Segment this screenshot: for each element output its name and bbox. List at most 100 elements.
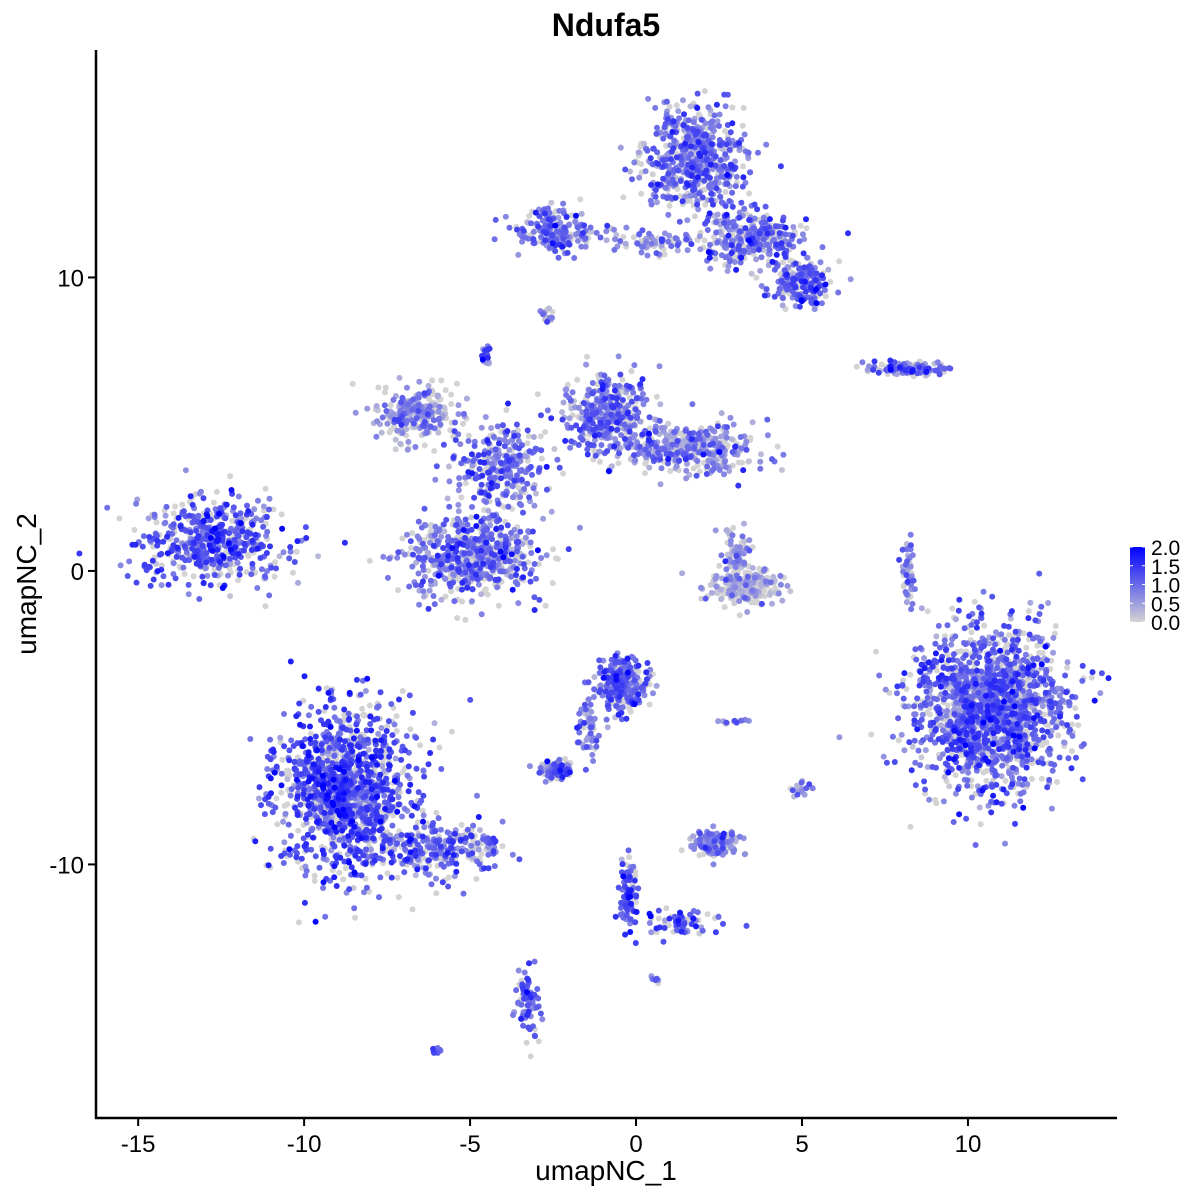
cell-point [727, 414, 734, 421]
cell-point [560, 470, 567, 477]
cell-point [495, 602, 502, 609]
cell-point [1002, 840, 1008, 847]
cell-point [981, 622, 988, 629]
cell-point [453, 380, 460, 387]
cell-point [202, 565, 209, 572]
cell-point [392, 755, 399, 762]
cell-point [527, 1053, 534, 1060]
cell-point [694, 462, 701, 469]
cell-point [819, 244, 826, 251]
cell-point [632, 868, 639, 875]
cell-point [763, 141, 770, 148]
cell-point [476, 827, 483, 833]
cell-point [993, 629, 999, 636]
cell-point [968, 794, 975, 801]
cell-point [932, 797, 939, 803]
cell-point [710, 823, 717, 830]
cell-point [133, 500, 140, 507]
cell-point [615, 353, 622, 360]
cell-point [739, 122, 746, 129]
cell-point [965, 769, 972, 776]
cell-point [407, 726, 414, 733]
cell-point [673, 102, 680, 109]
cell-point [425, 382, 432, 389]
cell-point [526, 213, 533, 219]
cell-point [716, 111, 723, 118]
cell-point [650, 690, 656, 697]
cell-point [478, 591, 485, 598]
cell-point [538, 455, 545, 462]
cell-point [387, 402, 394, 409]
cell-point [409, 530, 416, 536]
cell-point [779, 302, 786, 309]
cell-point [281, 802, 288, 809]
cell-point [374, 418, 380, 425]
cell-point [631, 362, 638, 369]
cell-point [436, 403, 443, 410]
cell-point [736, 612, 743, 619]
cell-point [198, 488, 204, 495]
cell-point [636, 174, 643, 181]
points-layer [76, 88, 1112, 1060]
cell-point [762, 578, 769, 585]
cell-point [341, 711, 348, 718]
cell-point [525, 433, 532, 440]
cell-point [663, 905, 670, 912]
cell-point [635, 149, 642, 156]
cell-point [503, 407, 510, 413]
cell-point [612, 236, 618, 243]
cell-point [708, 589, 715, 596]
cell-point [395, 794, 402, 801]
cell-point [666, 202, 673, 209]
cell-point [273, 795, 280, 802]
cell-point [696, 468, 703, 475]
cell-point [386, 429, 393, 436]
cell-point [378, 429, 385, 436]
cell-point [373, 433, 380, 440]
cell-point [382, 384, 389, 391]
cell-point [662, 230, 668, 237]
cell-point [373, 403, 380, 409]
cell-point [822, 293, 829, 300]
cell-point [442, 593, 449, 600]
cell-point [718, 552, 725, 559]
cell-point [450, 571, 457, 578]
cell-point [522, 453, 528, 460]
cell-point [817, 259, 824, 266]
cell-point [192, 491, 199, 498]
cell-point [705, 104, 712, 111]
cell-point [777, 572, 784, 579]
cell-point [560, 399, 567, 406]
cell-point [632, 872, 639, 879]
cell-point [648, 929, 655, 936]
cell-point [640, 243, 647, 250]
cell-point [162, 512, 169, 519]
cell-point [456, 481, 463, 488]
cell-point [262, 485, 269, 492]
cell-point [615, 460, 622, 467]
cell-point [235, 577, 241, 584]
cell-point [714, 211, 721, 218]
cell-point [895, 737, 902, 744]
cell-point [404, 446, 411, 453]
cell-point [569, 389, 576, 396]
cell-point [716, 562, 723, 569]
cell-point [691, 846, 698, 852]
cell-point [723, 441, 730, 448]
cell-point [642, 460, 649, 467]
cell-point [692, 213, 698, 220]
cell-point [551, 446, 558, 452]
cell-point [661, 251, 668, 258]
cell-point [878, 361, 885, 368]
cell-point [444, 495, 451, 502]
cell-point [342, 865, 349, 871]
cell-point [352, 409, 359, 416]
cell-point [918, 754, 925, 761]
cell-point [654, 199, 660, 206]
cell-point [559, 409, 565, 416]
cell-point [404, 384, 410, 391]
cell-point [390, 396, 397, 403]
cell-point [757, 267, 764, 274]
cell-point [401, 551, 408, 558]
cell-point [1075, 722, 1082, 729]
